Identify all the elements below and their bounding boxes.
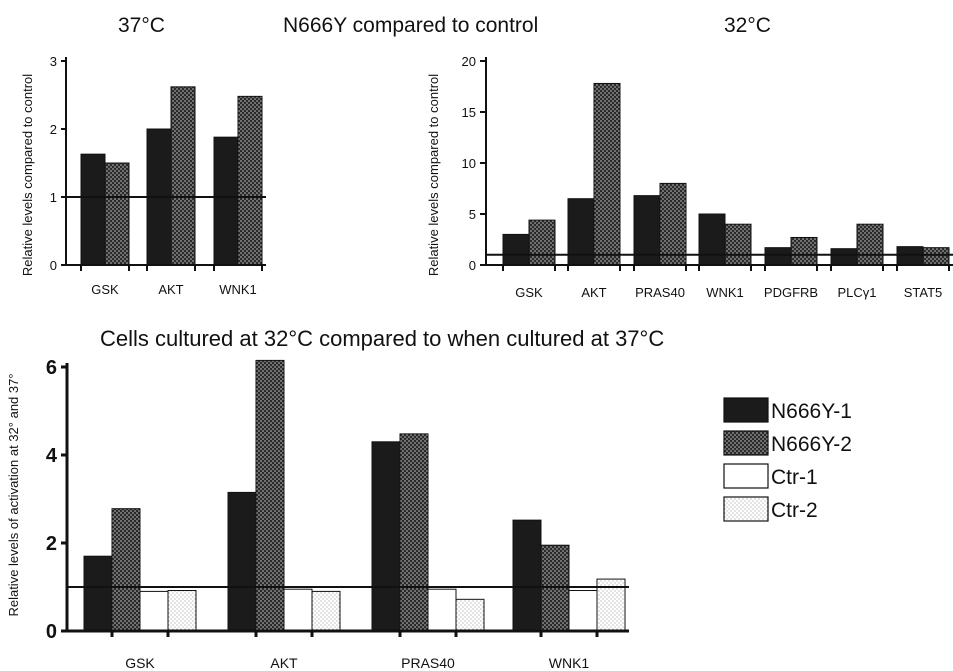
bar-pras40-series-2	[659, 182, 687, 266]
legend-label-ctr-1: Ctr-1	[771, 466, 818, 489]
bar-stat5-series-1	[896, 246, 924, 266]
bar-plc-1-series-1	[830, 248, 858, 266]
y-axis-label: Relative levels of activation at 32° and…	[6, 373, 21, 616]
heading-bottom-chart: Cells cultured at 32°C compared to when …	[100, 326, 665, 351]
bar-wnk1-series-1	[213, 136, 239, 266]
x-tick-label: WNK1	[549, 655, 590, 671]
heading-32c: 32°C	[724, 14, 771, 37]
bar-pras40-ctr-1	[427, 588, 457, 632]
bar-gsk-series-2	[104, 162, 130, 266]
y-tick-label: 2	[46, 533, 57, 555]
y-tick-label: 4	[46, 445, 58, 467]
y-tick-label: 6	[46, 357, 57, 379]
chart-37c: 0 1 2 3 GSK AKT WNK1 Relative levels compared t…	[20, 54, 266, 297]
legend-swatch-ctr-2	[723, 496, 769, 522]
legend-label-n666y-1: N666Y-1	[771, 400, 852, 423]
heading-37c: 37°C	[118, 14, 165, 37]
legend-swatch-ctr-1	[723, 463, 769, 489]
y-tick-label: 15	[462, 105, 476, 120]
legend-label-n666y-2: N666Y-2	[771, 433, 852, 456]
x-tick-label: AKT	[581, 285, 606, 300]
y-tick-label: 20	[462, 54, 476, 69]
heading-n666y-vs-control: N666Y compared to control	[283, 14, 539, 37]
bar-plc-1-series-2	[856, 223, 884, 266]
bar-pras40-series-1	[633, 195, 661, 266]
legend: N666Y-1 N666Y-2 Ctr-1 Ctr-2	[723, 397, 852, 522]
bar-gsk-series-1	[80, 153, 106, 266]
y-tick-label: 1	[50, 190, 57, 205]
x-tick-label: GSK	[515, 285, 543, 300]
x-tick-label: PDGFRB	[764, 285, 818, 300]
x-tick-label: PRAS40	[635, 285, 685, 300]
bar-pras40-n666y-1	[371, 441, 401, 632]
bar-akt-series-2	[170, 86, 196, 266]
y-tick-label: 0	[50, 258, 57, 273]
x-tick-label: PLCγ1	[837, 285, 876, 300]
legend-swatch-n666y-1	[723, 397, 769, 423]
y-tick-label: 0	[46, 621, 57, 643]
y-axis-label: Relative levels compared to control	[20, 74, 35, 276]
bar-wnk1-series-2	[724, 223, 752, 266]
y-tick-label: 3	[50, 54, 57, 69]
bar-wnk1-ctr-1	[568, 590, 598, 632]
y-axis-label: Relative levels compared to control	[426, 74, 441, 276]
y-tick-label: 0	[469, 258, 476, 273]
x-tick-label: WNK1	[706, 285, 744, 300]
bar-gsk-ctr-2	[167, 590, 197, 632]
bar-gsk-series-2	[528, 219, 556, 266]
bar-pras40-ctr-2	[455, 598, 485, 632]
bar-gsk-series-1	[502, 233, 530, 266]
x-tick-label: STAT5	[904, 285, 943, 300]
bar-stat5-series-2	[922, 247, 950, 266]
bar-akt-ctr-1	[283, 588, 313, 632]
bar-akt-n666y-1	[227, 491, 257, 632]
chart-32c-vs-37c: 0 2 4 6 GSK AKT PRAS40 WNK1 Relative levels of a…	[6, 357, 629, 671]
x-tick-label: WNK1	[219, 282, 257, 297]
bar-pras40-n666y-2	[399, 433, 429, 632]
chart-32c: 0 5 10 15 20 GSK AKT PRAS40 WNK1 PDGFRB PLCγ1 STAT5…	[426, 54, 953, 300]
legend-swatch-n666y-2	[723, 430, 769, 456]
y-tick-label: 2	[50, 122, 57, 137]
bar-gsk-n666y-2	[111, 508, 141, 632]
x-tick-label: GSK	[91, 282, 119, 297]
y-tick-label: 5	[469, 207, 476, 222]
bar-pdgfrb-series-1	[764, 247, 792, 266]
x-tick-label: AKT	[158, 282, 183, 297]
bar-akt-ctr-2	[311, 590, 341, 632]
bar-gsk-n666y-1	[83, 555, 113, 632]
bar-wnk1-n666y-1	[512, 519, 542, 632]
bar-pdgfrb-series-2	[790, 236, 818, 266]
bar-wnk1-n666y-2	[540, 544, 570, 632]
legend-label-ctr-2: Ctr-2	[771, 499, 818, 522]
bar-akt-n666y-2	[255, 359, 285, 632]
x-tick-label: GSK	[125, 655, 155, 671]
bar-akt-series-2	[593, 82, 621, 266]
x-tick-label: AKT	[270, 655, 298, 671]
bar-gsk-ctr-1	[139, 590, 169, 632]
bar-wnk1-series-2	[237, 95, 263, 266]
x-tick-label: PRAS40	[401, 655, 455, 671]
bar-wnk1-series-1	[698, 213, 726, 266]
y-tick-label: 10	[462, 156, 476, 171]
